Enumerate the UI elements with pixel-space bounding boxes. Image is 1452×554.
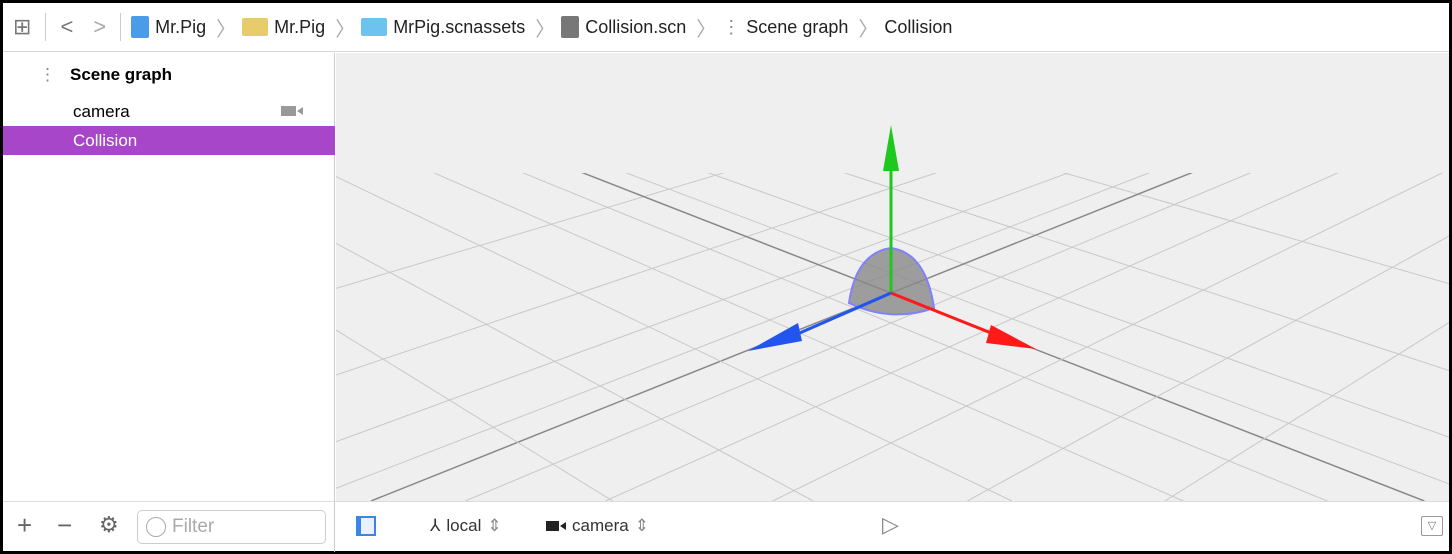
breadcrumb-label: Mr.Pig (155, 16, 207, 37)
chevron-right-icon: 〉 (216, 18, 237, 41)
z-axis (785, 291, 892, 341)
breadcrumb-project[interactable]: Mr.Pig 〉 (131, 13, 236, 42)
grid-line (336, 329, 613, 501)
camera-icon (546, 521, 566, 531)
collapse-panel-button[interactable]: ▽ (1421, 516, 1443, 536)
scene-grid (336, 53, 1449, 501)
breadcrumb-scnassets[interactable]: MrPig.scnassets 〉 (361, 13, 555, 42)
scene-graph-header: ⋮ Scene graph (39, 65, 172, 85)
scene-graph-icon: ⋮ (39, 65, 56, 84)
play-button[interactable]: ▷ (882, 512, 899, 537)
grid-line (336, 129, 1184, 501)
related-items-icon[interactable]: ⊞ (13, 14, 32, 39)
window: ⊞ < > Mr.Pig 〉 Mr.Pig 〉 MrPig.scnassets 〉 C… (3, 3, 1449, 552)
add-button[interactable]: + (17, 510, 33, 540)
breadcrumb-scene-file[interactable]: Collision.scn 〉 (561, 13, 716, 42)
z-axis-arrow (748, 323, 802, 351)
chevron-right-icon: 〉 (696, 18, 717, 41)
pov-label: camera (572, 516, 629, 535)
space-selector[interactable]: ⅄ local ⇕ (430, 516, 502, 536)
breadcrumb-label: Collision (884, 16, 953, 37)
jump-bar: ⊞ < > Mr.Pig 〉 Mr.Pig 〉 MrPig.scnassets 〉 C… (3, 3, 1449, 52)
chevron-right-icon: 〉 (335, 18, 356, 41)
chevron-right-icon: 〉 (858, 18, 879, 41)
axis-icon: ⅄ (430, 516, 441, 535)
camera-icon (281, 106, 303, 116)
grid-line (336, 176, 1013, 501)
list-item-camera[interactable]: camera (3, 97, 335, 126)
scene-file-icon (561, 16, 580, 38)
x-axis-arrow (986, 325, 1036, 349)
space-label: local (446, 516, 482, 535)
folder-blue-icon (361, 18, 388, 36)
breadcrumb-label: Mr.Pig (274, 16, 326, 37)
breadcrumb-label: Scene graph (746, 16, 849, 37)
y-axis-arrow (883, 125, 899, 171)
x-axis (890, 291, 1007, 341)
item-label: Collision (73, 131, 138, 150)
scene-viewport[interactable] (336, 53, 1449, 501)
stepper-icon: ⇕ (487, 516, 502, 535)
back-button[interactable]: < (60, 14, 74, 39)
folder-icon (242, 18, 269, 36)
scene-graph-sidebar: ⋮ Scene graph camera Collision (3, 53, 335, 501)
point-of-view-selector[interactable]: camera ⇕ (546, 516, 649, 536)
filter-input[interactable]: Filter (137, 510, 326, 544)
breadcrumb-label: Collision.scn (585, 16, 687, 37)
breadcrumb-collision[interactable]: Collision (884, 17, 952, 38)
filter-placeholder: Filter (172, 516, 215, 537)
sidebar-toggle-icon[interactable] (356, 516, 376, 536)
item-label: camera (73, 102, 130, 121)
breadcrumb-folder[interactable]: Mr.Pig 〉 (242, 13, 355, 42)
divider (45, 13, 47, 41)
grid-line (772, 169, 1449, 501)
breadcrumb-label: MrPig.scnassets (393, 16, 526, 37)
grid-line (967, 235, 1449, 501)
breadcrumb-scene-graph[interactable]: ⋮ Scene graph 〉 (722, 13, 878, 42)
list-item-collision[interactable]: Collision (3, 126, 335, 155)
filter-icon (146, 517, 166, 537)
project-icon (131, 16, 150, 38)
grid-line (336, 242, 814, 501)
gear-icon[interactable]: ⚙ (99, 512, 119, 537)
chevron-right-icon: 〉 (535, 18, 556, 41)
scene-graph-icon: ⋮ (722, 16, 741, 37)
divider (120, 13, 122, 41)
grid-line (605, 122, 1449, 501)
forward-button[interactable]: > (93, 14, 107, 39)
scene-graph-title: Scene graph (70, 65, 173, 84)
stepper-icon: ⇕ (634, 516, 649, 535)
grid-line (1164, 322, 1449, 501)
remove-button[interactable]: − (57, 510, 73, 540)
bottom-bar: + − ⚙ Filter ⅄ local ⇕ camera ⇕ ▷ ▽ (3, 501, 1449, 552)
